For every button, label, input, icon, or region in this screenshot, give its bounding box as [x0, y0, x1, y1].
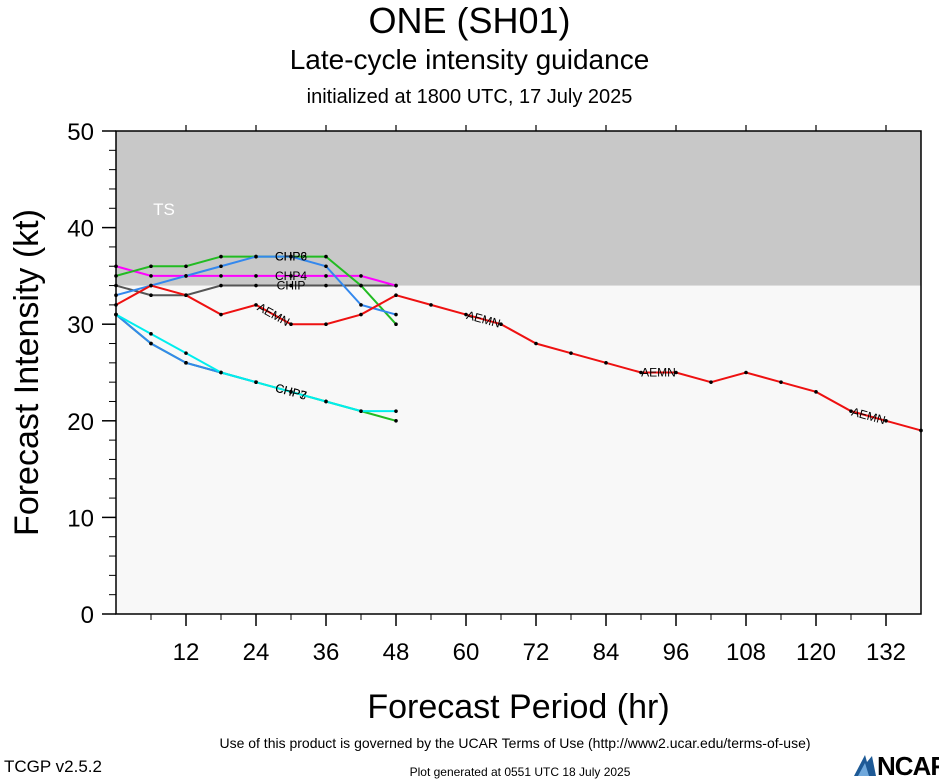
data-point — [394, 312, 398, 317]
data-point — [149, 274, 153, 278]
data-point — [394, 293, 398, 298]
data-point — [639, 370, 643, 375]
data-point — [254, 254, 258, 259]
ncar-logo: NCAR — [852, 750, 939, 781]
data-point — [709, 380, 713, 384]
x-tick-label: 96 — [663, 639, 690, 666]
data-point — [149, 264, 153, 269]
series-line — [115, 284, 922, 432]
data-point — [359, 409, 363, 413]
band-0 — [116, 131, 921, 286]
data-point — [254, 274, 258, 278]
data-point — [324, 264, 328, 269]
chart-subtitle: Late-cycle intensity guidance — [289, 44, 650, 75]
data-point — [464, 312, 468, 317]
data-point — [534, 341, 538, 346]
data-point — [359, 283, 363, 288]
x-tick-label: 132 — [866, 639, 906, 666]
y-tick-label: 40 — [67, 216, 94, 243]
x-tick-label: 24 — [243, 639, 270, 666]
data-point — [289, 390, 293, 394]
data-point — [324, 399, 328, 404]
data-point — [254, 380, 258, 384]
x-axis-label: Forecast Period (hr) — [367, 688, 669, 726]
data-point — [254, 303, 258, 307]
data-point — [184, 264, 188, 269]
data-point — [149, 283, 153, 288]
x-tick-label: 48 — [383, 639, 410, 666]
data-point — [359, 274, 363, 278]
data-point — [184, 274, 188, 278]
x-tick-label: 36 — [313, 639, 340, 666]
data-point — [394, 409, 398, 413]
data-point — [324, 322, 328, 327]
data-point — [849, 409, 853, 413]
data-point — [674, 370, 678, 375]
terms-of-use: Use of this product is governed by the U… — [219, 735, 811, 751]
data-point — [184, 361, 188, 365]
data-point — [324, 283, 328, 288]
data-point — [604, 361, 608, 365]
x-tick-label: 72 — [523, 639, 550, 666]
data-point — [779, 380, 783, 384]
data-point — [359, 303, 363, 307]
y-tick-label: 10 — [67, 505, 94, 532]
x-tick-label: 12 — [173, 639, 200, 666]
data-point — [499, 322, 503, 327]
x-tick-label: 108 — [726, 639, 766, 666]
data-point — [394, 322, 398, 327]
data-point — [219, 370, 223, 375]
series-label: AEMN — [641, 366, 676, 380]
data-point — [289, 254, 293, 259]
series-label: CHIP — [277, 279, 306, 293]
data-point — [219, 312, 223, 317]
series-label: CHP6 — [275, 250, 307, 264]
data-point — [289, 283, 293, 288]
series-chip: CHIP — [114, 279, 398, 298]
data-point — [219, 274, 223, 278]
data-point — [814, 390, 818, 394]
series-label: CHP4 — [275, 269, 307, 283]
data-point — [394, 419, 398, 423]
data-point — [184, 351, 188, 355]
data-point — [149, 341, 153, 346]
data-point — [359, 312, 363, 317]
data-point — [289, 322, 293, 327]
data-point — [744, 370, 748, 375]
generated-time: Plot generated at 0551 UTC 18 July 2025 — [409, 765, 631, 779]
y-axis-label: Forecast Intensity (kt) — [8, 209, 46, 536]
y-tick-label: 30 — [67, 312, 94, 339]
data-point — [149, 332, 153, 336]
data-point — [569, 351, 573, 355]
data-point — [324, 274, 328, 278]
chart-title: ONE (SH01) — [368, 0, 571, 41]
data-point — [254, 283, 258, 288]
band-label: TS — [153, 200, 175, 219]
data-point — [429, 303, 433, 307]
data-point — [219, 283, 223, 288]
data-point — [884, 419, 888, 423]
x-tick-label: 120 — [796, 639, 836, 666]
data-point — [149, 293, 153, 298]
data-point — [289, 274, 293, 278]
y-tick-label: 0 — [81, 602, 94, 629]
x-tick-label: 84 — [593, 639, 620, 666]
data-point — [219, 264, 223, 269]
x-tick-label: 60 — [453, 639, 480, 666]
ncar-logo-icon — [854, 755, 876, 776]
intensity-chart: TS CHIPCHP4CHP2CHP6CHP3CHP7AEMNAEMNAEMNA… — [8, 119, 923, 726]
data-point — [324, 254, 328, 259]
data-point — [219, 254, 223, 259]
plot-frame — [115, 130, 922, 615]
version-label: TCGP v2.5.2 — [4, 757, 102, 776]
data-point — [394, 283, 398, 288]
data-point — [184, 293, 188, 298]
y-tick-label: 20 — [67, 409, 94, 436]
y-tick-label: 50 — [67, 119, 94, 146]
init-time: initialized at 1800 UTC, 17 July 2025 — [306, 86, 633, 108]
ncar-logo-text: NCAR — [877, 751, 939, 781]
